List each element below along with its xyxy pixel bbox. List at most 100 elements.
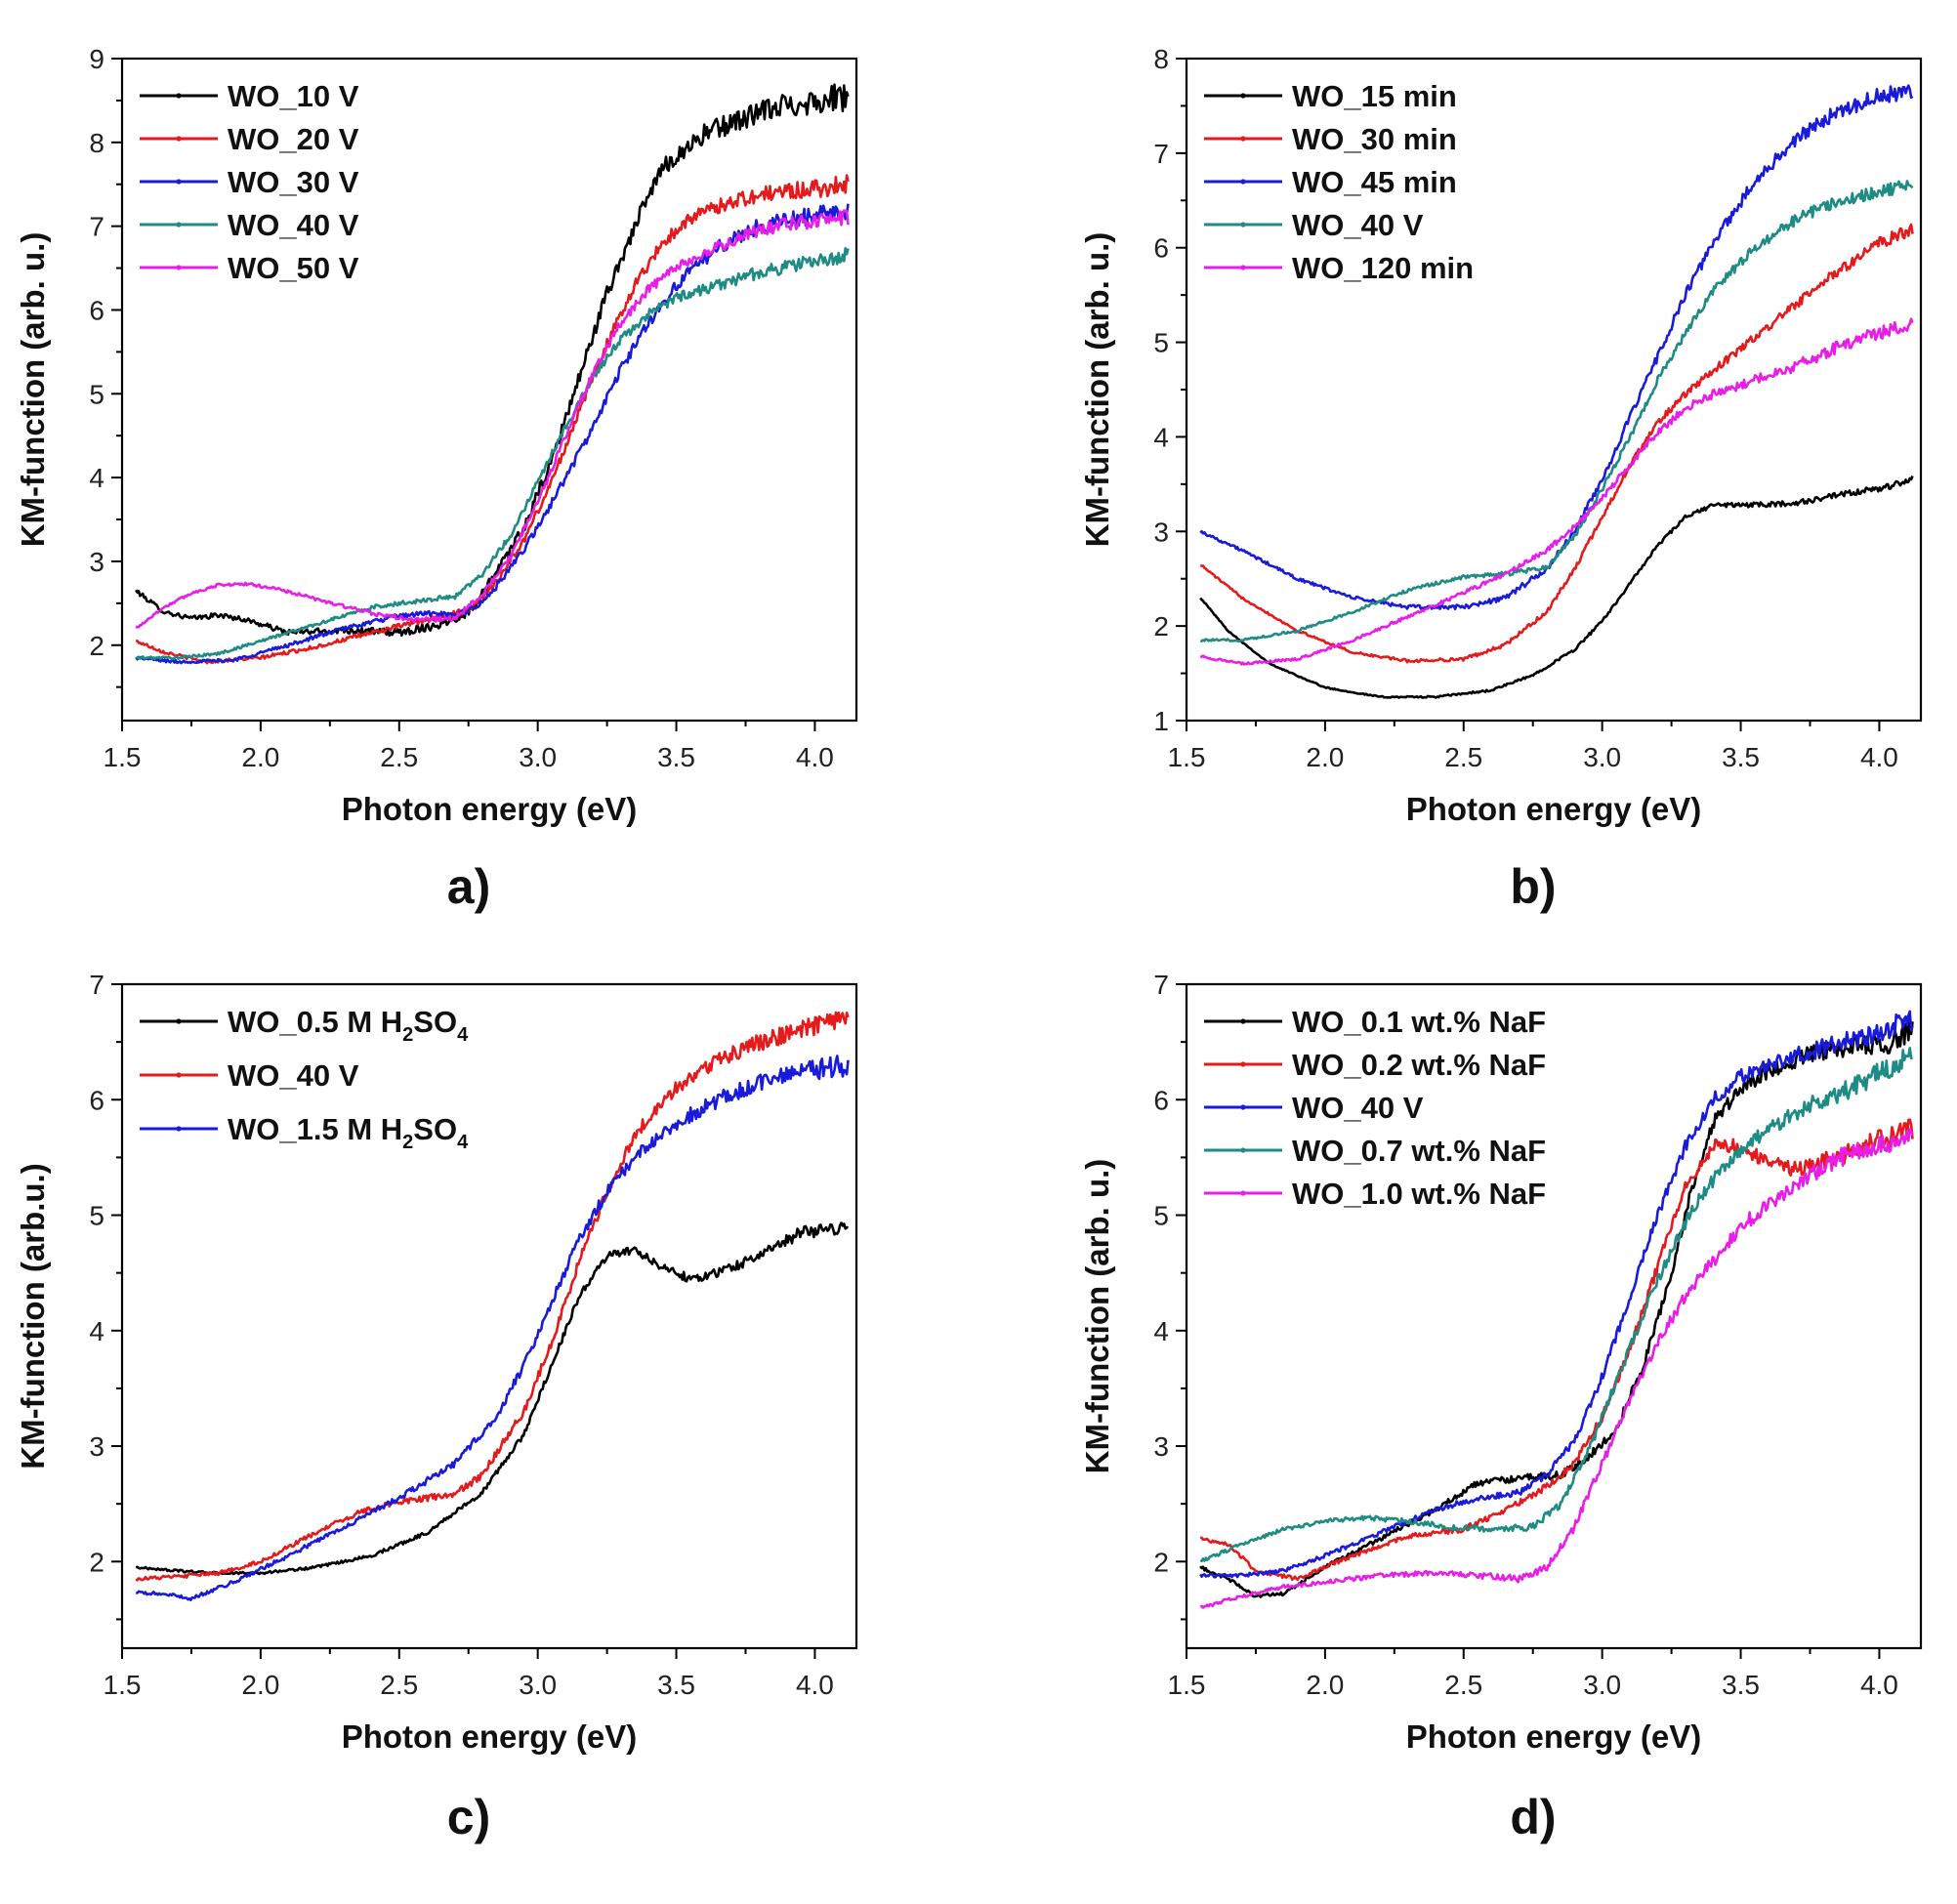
legend-label: WO_0.7 wt.% NaF: [1292, 1134, 1546, 1168]
plot-frame: [120, 57, 858, 723]
panel-a-km-vs-voltage: 1.5 2.0 2.5 3.0 3.5 4.0 2 3 4 5 6 7 8 9 Photon energy …: [15, 44, 858, 914]
y-tick-label: 7: [1153, 970, 1169, 1000]
legend-label: WO_50 V: [228, 251, 359, 285]
x-axis: 1.5 2.0 2.5 3.0 3.5 4.0: [1168, 1648, 1898, 1700]
y-tick-label: 2: [89, 631, 104, 661]
legend-label: WO_1.0 wt.% NaF: [1292, 1177, 1546, 1211]
legend-item: WO_40 V: [1204, 1091, 1424, 1125]
legend-item: WO_40 V: [140, 208, 359, 242]
plot-area: [135, 83, 850, 665]
x-tick-label: 2.5: [380, 742, 418, 772]
plot-area: [1199, 1010, 1914, 1609]
y-tick-label: 3: [1153, 1431, 1169, 1462]
y-tick-label: 6: [89, 295, 104, 325]
legend-item: WO_50 V: [140, 251, 359, 285]
series-line-5: [135, 209, 850, 630]
plot-frame: [1185, 982, 1923, 1650]
legend: WO_0.1 wt.% NaF WO_0.2 wt.% NaF WO_40 V WO_…: [1204, 1005, 1546, 1211]
x-tick-label: 4.0: [1860, 1670, 1898, 1700]
x-tick-label: 2.0: [1306, 1670, 1344, 1700]
y-axis: 2 3 4 5 6 7 8 9: [89, 44, 122, 688]
legend-marker: [1240, 1018, 1246, 1024]
legend-label: WO_30 V: [228, 165, 359, 199]
legend-label: WO_0.1 wt.% NaF: [1292, 1005, 1546, 1039]
y-tick-label: 6: [1153, 1085, 1169, 1115]
x-tick-label: 2.5: [1444, 742, 1482, 772]
x-tick-label: 2.0: [1306, 742, 1344, 772]
y-tick-label: 2: [1153, 611, 1169, 642]
x-tick-label: 4.0: [796, 1670, 834, 1700]
x-axis-title: Photon energy (eV): [342, 1718, 638, 1755]
x-tick-label: 1.5: [1168, 742, 1206, 772]
y-tick-label: 7: [1153, 139, 1169, 169]
y-axis: 2 3 4 5 6 7: [89, 970, 122, 1621]
legend-item: WO_40 V: [140, 1058, 359, 1093]
x-tick-label: 3.0: [1583, 742, 1621, 772]
legend-item: WO_120 min: [1204, 251, 1474, 285]
y-tick-label: 9: [89, 44, 104, 74]
y-tick-label: 5: [89, 379, 104, 409]
y-axis-title: KM-function (arb. u.): [1079, 232, 1115, 548]
legend-label: WO_120 min: [1292, 251, 1474, 285]
x-tick-label: 3.5: [1722, 742, 1760, 772]
plot-frame: [1185, 57, 1923, 723]
x-tick-label: 1.5: [1168, 1670, 1206, 1700]
legend-label: WO_0.2 wt.% NaF: [1292, 1048, 1546, 1082]
panel-label: b): [1510, 859, 1556, 914]
legend-marker: [176, 1072, 182, 1078]
y-tick-label: 2: [1153, 1547, 1169, 1577]
y-tick-label: 4: [1153, 422, 1169, 452]
legend-label: WO_30 min: [1292, 122, 1457, 156]
legend-item: WO_15 min: [1204, 79, 1457, 113]
legend-item: WO_20 V: [140, 122, 359, 156]
x-axis: 1.5 2.0 2.5 3.0 3.5 4.0: [104, 1648, 834, 1700]
y-axis-title: KM-function (arb. u.): [1079, 1159, 1115, 1474]
y-axis-title: KM-function (arb.u.): [15, 1163, 51, 1469]
legend-marker: [1240, 93, 1246, 99]
series-line-4: [135, 247, 850, 661]
legend-label: WO_40 V: [228, 208, 359, 242]
x-axis-title: Photon energy (eV): [1406, 1718, 1702, 1755]
legend-label: WO_20 V: [228, 122, 359, 156]
y-tick-label: 6: [1153, 233, 1169, 264]
x-tick-label: 1.5: [104, 742, 142, 772]
x-axis-title: Photon energy (eV): [342, 791, 638, 827]
legend: WO_0.5 M H2SO4 WO_40 V WO_1.5 M H2SO4: [140, 1005, 469, 1153]
series-line-1: [1199, 476, 1914, 699]
legend-marker: [1240, 179, 1246, 185]
series-line-2: [1199, 223, 1914, 664]
x-tick-label: 4.0: [796, 742, 834, 772]
legend-label: WO_45 min: [1292, 165, 1457, 199]
panel-b-km-vs-time: 1.5 2.0 2.5 3.0 3.5 4.0 1 2 3 4 5 6 7 8 Photon energy …: [1079, 44, 1923, 914]
y-tick-label: 6: [89, 1085, 104, 1115]
legend-marker: [1240, 265, 1246, 270]
legend-marker: [176, 136, 182, 142]
legend-label: WO_0.5 M H2SO4: [228, 1005, 469, 1046]
x-tick-label: 3.5: [657, 742, 695, 772]
series-line-2: [135, 1011, 850, 1582]
legend-item: WO_0.5 M H2SO4: [140, 1005, 469, 1046]
legend-item: WO_30 V: [140, 165, 359, 199]
x-tick-label: 2.0: [241, 1670, 279, 1700]
legend-marker: [176, 1018, 182, 1024]
legend: WO_15 min WO_30 min WO_45 min WO_40 V WO_120…: [1204, 79, 1474, 285]
y-tick-label: 8: [1153, 44, 1169, 74]
y-tick-label: 7: [89, 970, 104, 1000]
y-tick-label: 4: [89, 1316, 104, 1346]
legend-marker: [1240, 1147, 1246, 1153]
legend-marker: [176, 179, 182, 185]
series-line-2: [1199, 1118, 1914, 1582]
y-tick-label: 5: [89, 1201, 104, 1231]
y-tick-label: 1: [1153, 706, 1169, 736]
series-line-4: [1199, 1047, 1914, 1562]
panel-label: d): [1510, 1790, 1556, 1844]
y-tick-label: 4: [89, 463, 104, 493]
legend-marker: [176, 222, 182, 228]
x-tick-label: 3.0: [519, 1670, 557, 1700]
legend-label: WO_15 min: [1292, 79, 1457, 113]
panel-c-km-vs-acid: 1.5 2.0 2.5 3.0 3.5 4.0 2 3 4 5 6 7 Photon energy (e…: [15, 970, 858, 1844]
x-tick-label: 1.5: [104, 1670, 142, 1700]
y-tick-label: 7: [89, 212, 104, 242]
series-line-5: [1199, 317, 1914, 666]
